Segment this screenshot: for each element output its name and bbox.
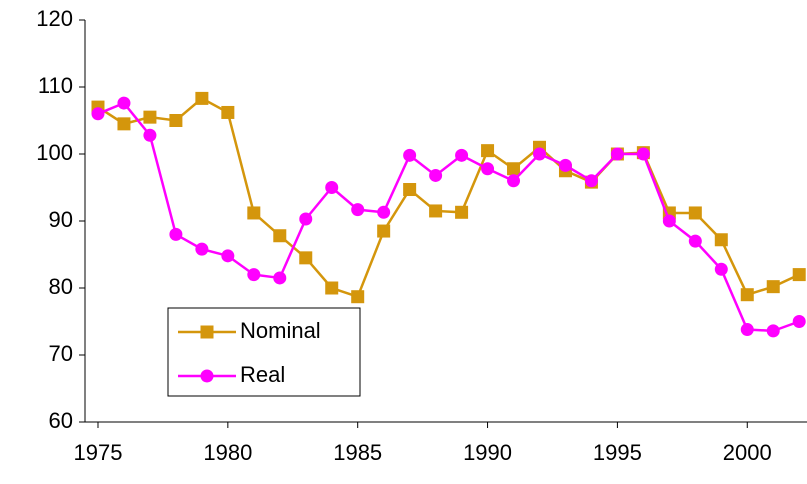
data-point (143, 128, 157, 142)
data-point (325, 181, 339, 194)
data-point (429, 204, 443, 218)
y-tick-label: 60 (49, 408, 73, 433)
data-point (117, 96, 131, 110)
x-tick-label: 1985 (333, 440, 382, 465)
legend-label: Nominal (240, 318, 321, 343)
data-point (325, 281, 339, 295)
series-line (97, 96, 800, 299)
y-tick-label: 80 (49, 274, 73, 299)
data-point (273, 271, 287, 285)
legend-marker (200, 369, 214, 383)
y-tick-label: 120 (36, 6, 73, 31)
legend-label: Real (240, 362, 285, 387)
data-point (740, 323, 754, 337)
data-point (351, 290, 365, 304)
data-point (584, 174, 598, 188)
data-point (247, 206, 261, 220)
y-tick-label: 70 (49, 341, 73, 366)
x-tick-label: 1995 (593, 440, 642, 465)
data-point (481, 162, 495, 176)
data-point (247, 268, 261, 282)
legend-marker (200, 325, 214, 339)
data-point (117, 117, 131, 131)
data-point (455, 148, 469, 162)
data-point (273, 229, 287, 243)
data-point (714, 233, 728, 247)
data-point (299, 251, 313, 265)
data-point (507, 174, 521, 188)
data-point (195, 242, 209, 256)
data-point (688, 206, 702, 220)
y-tick-label: 110 (38, 73, 73, 98)
data-point (169, 227, 183, 241)
y-tick-label: 90 (49, 207, 73, 232)
data-point (688, 234, 702, 248)
data-point (766, 324, 780, 338)
data-point (221, 249, 235, 263)
data-point (740, 288, 754, 302)
data-point (481, 144, 495, 158)
series-line (97, 101, 800, 333)
data-point (766, 280, 780, 294)
data-point (610, 147, 624, 161)
y-tick-label: 100 (36, 140, 73, 165)
data-point (221, 105, 235, 119)
data-point (792, 315, 806, 328)
data-point (377, 224, 391, 238)
x-tick-label: 2000 (723, 440, 772, 465)
data-point (195, 91, 209, 105)
legend-box (167, 307, 361, 397)
data-point (91, 107, 105, 121)
x-tick-label: 1975 (74, 440, 123, 465)
data-point (299, 212, 313, 226)
data-point (455, 205, 469, 219)
x-tick-label: 1980 (203, 440, 252, 465)
data-point (377, 205, 391, 219)
data-point (507, 162, 521, 176)
data-point (558, 158, 572, 172)
x-tick-label: 1990 (463, 440, 512, 465)
data-point (169, 114, 183, 127)
data-point (662, 214, 676, 228)
data-point (403, 148, 417, 162)
data-point (403, 183, 417, 197)
data-point (532, 147, 546, 161)
data-point (351, 203, 365, 217)
data-point (714, 262, 728, 276)
data-point (429, 168, 443, 182)
data-point (636, 147, 650, 161)
data-point (143, 110, 157, 124)
data-point (792, 268, 806, 282)
